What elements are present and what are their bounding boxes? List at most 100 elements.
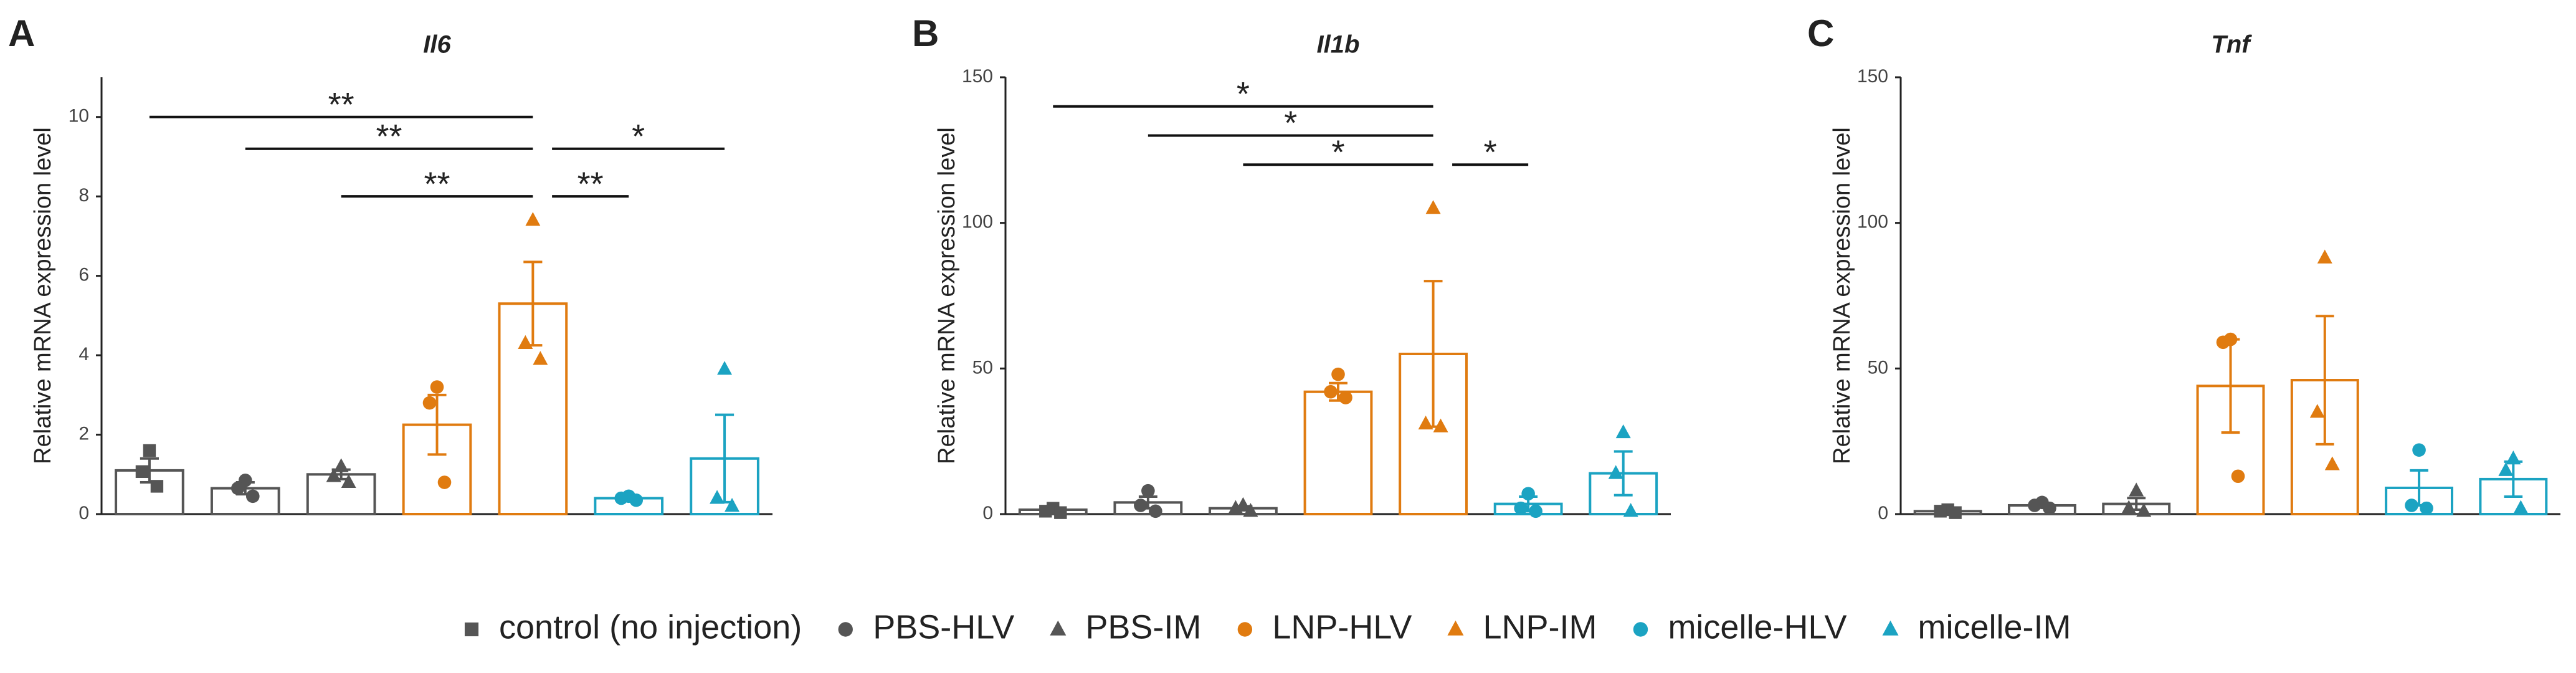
data-point [1149,504,1162,518]
chart-title: Il1b [1317,31,1360,59]
y-tick-label: 0 [78,503,89,523]
data-point [2324,456,2340,470]
significance-label: ** [328,86,354,123]
chart-title: Tnf [2211,31,2252,59]
y-tick-label: 0 [982,503,993,523]
data-point [422,396,437,410]
data-point [1228,500,1243,514]
data-point [231,481,245,495]
legend-marker [1633,622,1648,637]
y-tick-label: 150 [962,66,993,87]
significance-label: ** [376,118,402,155]
data-point [2420,501,2433,515]
data-point [341,474,356,489]
data-point [1134,499,1148,512]
legend-label: PBS-HLV [873,608,1014,646]
significance-label: * [1331,133,1344,171]
y-axis-label: Relative mRNA expression level [934,127,960,464]
y-tick-label: 6 [78,265,89,285]
legend-label: micelle-HLV [1668,608,1846,646]
panel-label: A [8,12,35,54]
bar [1303,390,1373,515]
data-point [1529,504,1542,518]
significance-label: ** [577,165,604,203]
y-axis-label: Relative mRNA expression level [1829,127,1855,464]
data-point [629,493,644,507]
data-point [1039,505,1052,518]
data-point [2216,335,2230,350]
data-point [2121,500,2137,514]
data-point [2513,500,2529,514]
legend-label: PBS-IM [1085,608,1201,646]
data-point [135,465,149,479]
data-point [326,468,341,482]
data-point [430,380,444,394]
data-point [2498,462,2514,476]
data-point [2412,443,2426,457]
data-point [1615,424,1631,439]
data-point [1054,506,1067,519]
y-tick-label: 150 [1857,66,1888,87]
data-point [2231,469,2245,484]
significance-label: * [632,118,645,155]
y-tick-label: 2 [78,423,89,444]
data-point [1521,487,1535,501]
data-point [518,335,533,349]
data-point [1514,501,1528,515]
legend-label: control (no injection) [499,608,802,646]
y-tick-label: 100 [962,212,993,232]
data-point [2136,503,2152,517]
data-point [1339,391,1352,404]
legend-marker [464,622,479,637]
data-point [1433,418,1448,432]
bar [306,473,376,515]
legend-label: micelle-IM [1918,608,2071,646]
data-point [1934,505,1947,518]
significance-label: ** [424,165,450,203]
data-point [2309,404,2325,418]
legend-marker [1447,620,1464,636]
data-point [1141,484,1155,498]
y-tick-label: 8 [78,185,89,206]
data-point [2405,499,2418,512]
data-point [1418,415,1433,430]
data-point [717,361,733,375]
y-tick-label: 4 [78,344,89,365]
significance-label: * [1284,105,1297,142]
data-point [1949,506,1962,519]
legend-marker [1882,620,1899,636]
data-point [2028,499,2041,512]
y-tick-label: 10 [69,106,89,126]
data-point [1331,367,1345,381]
data-point [1324,384,1338,399]
legend-marker [838,622,853,637]
data-point [725,498,740,512]
data-point [143,444,156,457]
chart-title: Il6 [423,31,451,59]
data-point [525,212,541,226]
y-tick-label: 50 [972,357,993,378]
y-axis-label: Relative mRNA expression level [30,127,56,464]
legend-label: LNP-IM [1483,608,1597,646]
panel-label: B [912,12,939,54]
y-tick-label: 0 [1878,503,1888,523]
data-point [245,489,260,504]
data-point [1608,465,1623,479]
y-tick-label: 50 [1868,357,1888,378]
data-point [533,351,548,365]
significance-label: * [1237,75,1250,113]
data-point [2317,249,2332,264]
data-point [2129,482,2144,497]
y-tick-label: 100 [1857,212,1888,232]
data-point [437,475,452,489]
data-point [333,458,349,472]
data-point [1425,200,1441,214]
data-point [1623,503,1638,517]
legend-marker [1050,620,1067,636]
data-point [710,490,725,504]
data-point [1243,503,1258,517]
data-point [614,491,629,505]
data-point [150,480,164,493]
